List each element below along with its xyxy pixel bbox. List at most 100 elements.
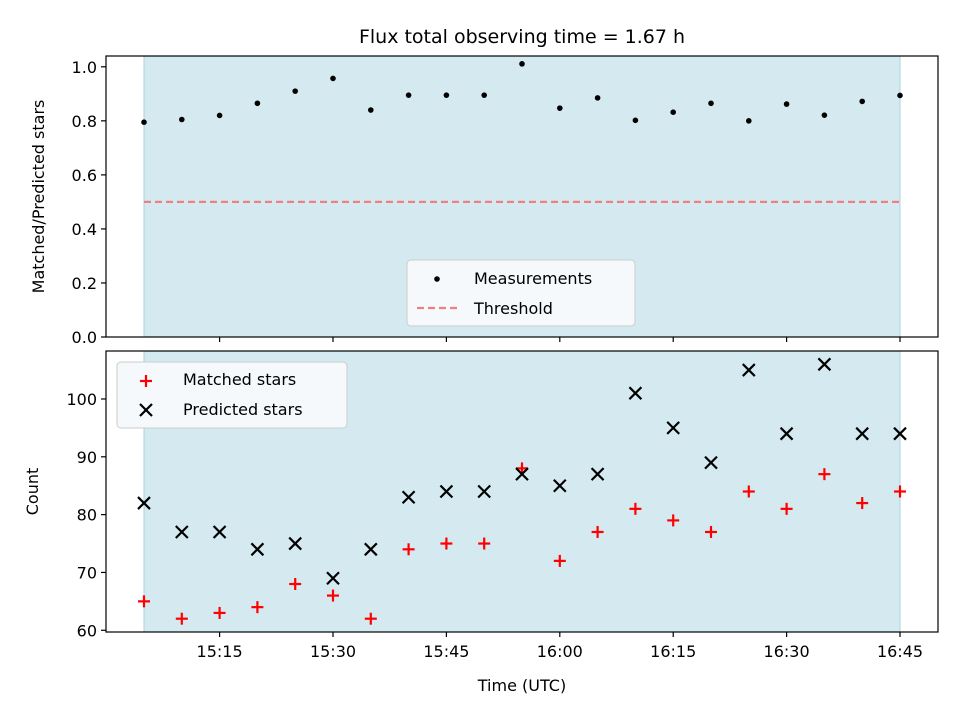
matched-star-point bbox=[213, 606, 226, 619]
bottom-axes-frame bbox=[105, 350, 939, 633]
matched-star-point bbox=[742, 485, 755, 498]
matched-star-point bbox=[327, 589, 339, 602]
predicted-star-point bbox=[515, 467, 529, 481]
measurement-point bbox=[519, 61, 525, 67]
y-tick-label: 0.4 bbox=[72, 220, 97, 239]
measurement-point bbox=[368, 107, 374, 113]
matched-star-point bbox=[440, 537, 453, 550]
legend-measurements-label: Measurements bbox=[474, 269, 592, 288]
chart-title: Flux total observing time = 1.67 h bbox=[359, 26, 685, 48]
measurement-point bbox=[783, 101, 790, 107]
measurement-point bbox=[632, 117, 639, 124]
predicted-star-point bbox=[742, 363, 756, 377]
measurement-point bbox=[405, 92, 412, 98]
top-y-ticks: 0.0 0.2 0.4 0.6 0.8 1.0 bbox=[72, 58, 106, 347]
predicted-star-point bbox=[855, 426, 869, 441]
measurement-point bbox=[897, 92, 903, 99]
legend-matched-marker bbox=[140, 375, 152, 387]
matched-star-point bbox=[629, 502, 642, 515]
y-tick-label: 60 bbox=[77, 621, 97, 640]
top-y-axis-label: Matched/Predicted stars bbox=[29, 100, 48, 294]
bottom-legend-box bbox=[116, 361, 348, 429]
matched-stars-points bbox=[138, 462, 906, 625]
x-tick-label: 15:15 bbox=[197, 642, 243, 661]
predicted-star-point bbox=[326, 571, 340, 586]
y-tick-label: 0.0 bbox=[72, 328, 97, 347]
x-tick-label: 15:45 bbox=[423, 642, 469, 661]
measurement-point bbox=[292, 88, 299, 94]
measurement-point bbox=[443, 92, 450, 98]
measurement-point bbox=[254, 100, 261, 107]
matched-star-point bbox=[705, 525, 717, 538]
predicted-star-point bbox=[477, 484, 491, 499]
measurement-point bbox=[330, 75, 336, 82]
predicted-star-point bbox=[590, 467, 605, 481]
y-tick-label: 1.0 bbox=[72, 58, 97, 77]
y-tick-label: 90 bbox=[77, 448, 97, 467]
predicted-star-point bbox=[817, 357, 832, 372]
x-axis-label: Time (UTC) bbox=[477, 676, 566, 695]
x-tick-label: 16:45 bbox=[877, 642, 923, 661]
bottom-panel: 60 70 80 90 100 15:15 15:30 15:45 16:00 16:15 16:… bbox=[23, 350, 939, 695]
top-legend-box bbox=[406, 259, 636, 327]
matched-star-point bbox=[818, 468, 831, 481]
x-tick-label: 15:30 bbox=[310, 642, 356, 661]
measurement-point bbox=[746, 118, 752, 124]
matched-star-point bbox=[478, 537, 491, 550]
top-x-ticks bbox=[219, 337, 901, 342]
x-tick-label: 16:15 bbox=[650, 642, 696, 661]
x-tick-label: 16:30 bbox=[764, 642, 810, 661]
predicted-star-point bbox=[553, 478, 567, 493]
y-tick-label: 70 bbox=[77, 563, 97, 582]
predicted-star-point bbox=[250, 542, 265, 557]
measurement-point bbox=[141, 119, 147, 125]
predicted-star-point bbox=[288, 536, 302, 551]
predicted-star-point bbox=[628, 386, 643, 400]
bottom-y-axis-label: Count bbox=[23, 468, 42, 516]
legend-matched-label: Matched stars bbox=[183, 370, 296, 389]
top-axes-frame bbox=[105, 55, 939, 338]
predicted-star-point bbox=[175, 525, 189, 539]
predicted-star-point bbox=[212, 525, 227, 539]
matched-star-point bbox=[251, 601, 264, 614]
measurement-point bbox=[670, 109, 676, 115]
measurement-point bbox=[179, 116, 185, 123]
predicted-star-point bbox=[779, 426, 794, 441]
measurement-point bbox=[481, 92, 488, 98]
legend-predicted-label: Predicted stars bbox=[183, 400, 303, 419]
matched-star-point bbox=[402, 543, 415, 556]
predicted-star-point bbox=[401, 490, 416, 505]
measurement-point bbox=[557, 105, 563, 111]
measurement-points bbox=[141, 61, 903, 125]
matched-star-point bbox=[175, 612, 188, 625]
measurement-point bbox=[708, 100, 714, 107]
matched-star-point bbox=[138, 595, 150, 608]
top-legend: Measurements Threshold bbox=[406, 259, 636, 327]
matched-star-point bbox=[894, 485, 906, 498]
matched-star-point bbox=[856, 497, 869, 510]
bottom-x-ticks: 15:15 15:30 15:45 16:00 16:15 16:30 16:45 bbox=[197, 632, 923, 661]
y-tick-label: 0.6 bbox=[72, 166, 97, 185]
legend-measurements-marker bbox=[434, 276, 440, 282]
y-tick-label: 0.8 bbox=[72, 112, 97, 131]
matched-star-point bbox=[364, 612, 377, 625]
measurement-point bbox=[859, 98, 865, 105]
matched-star-point bbox=[780, 502, 793, 515]
measurement-point bbox=[594, 95, 601, 101]
x-tick-label: 16:00 bbox=[537, 642, 583, 661]
measurement-point bbox=[216, 112, 223, 119]
matched-star-point bbox=[289, 578, 302, 591]
predicted-star-point bbox=[666, 421, 680, 435]
matched-star-point bbox=[553, 554, 566, 567]
measurement-point bbox=[821, 112, 828, 118]
bottom-legend: Matched stars Predicted stars bbox=[116, 361, 348, 429]
y-tick-label: 80 bbox=[77, 506, 97, 525]
predicted-star-point bbox=[893, 426, 907, 441]
bottom-y-ticks: 60 70 80 90 100 bbox=[66, 390, 106, 640]
y-tick-label: 100 bbox=[66, 390, 97, 409]
predicted-stars-points bbox=[137, 357, 907, 586]
legend-threshold-label: Threshold bbox=[473, 299, 553, 318]
predicted-star-point bbox=[439, 484, 454, 499]
legend-predicted-marker bbox=[139, 403, 153, 417]
